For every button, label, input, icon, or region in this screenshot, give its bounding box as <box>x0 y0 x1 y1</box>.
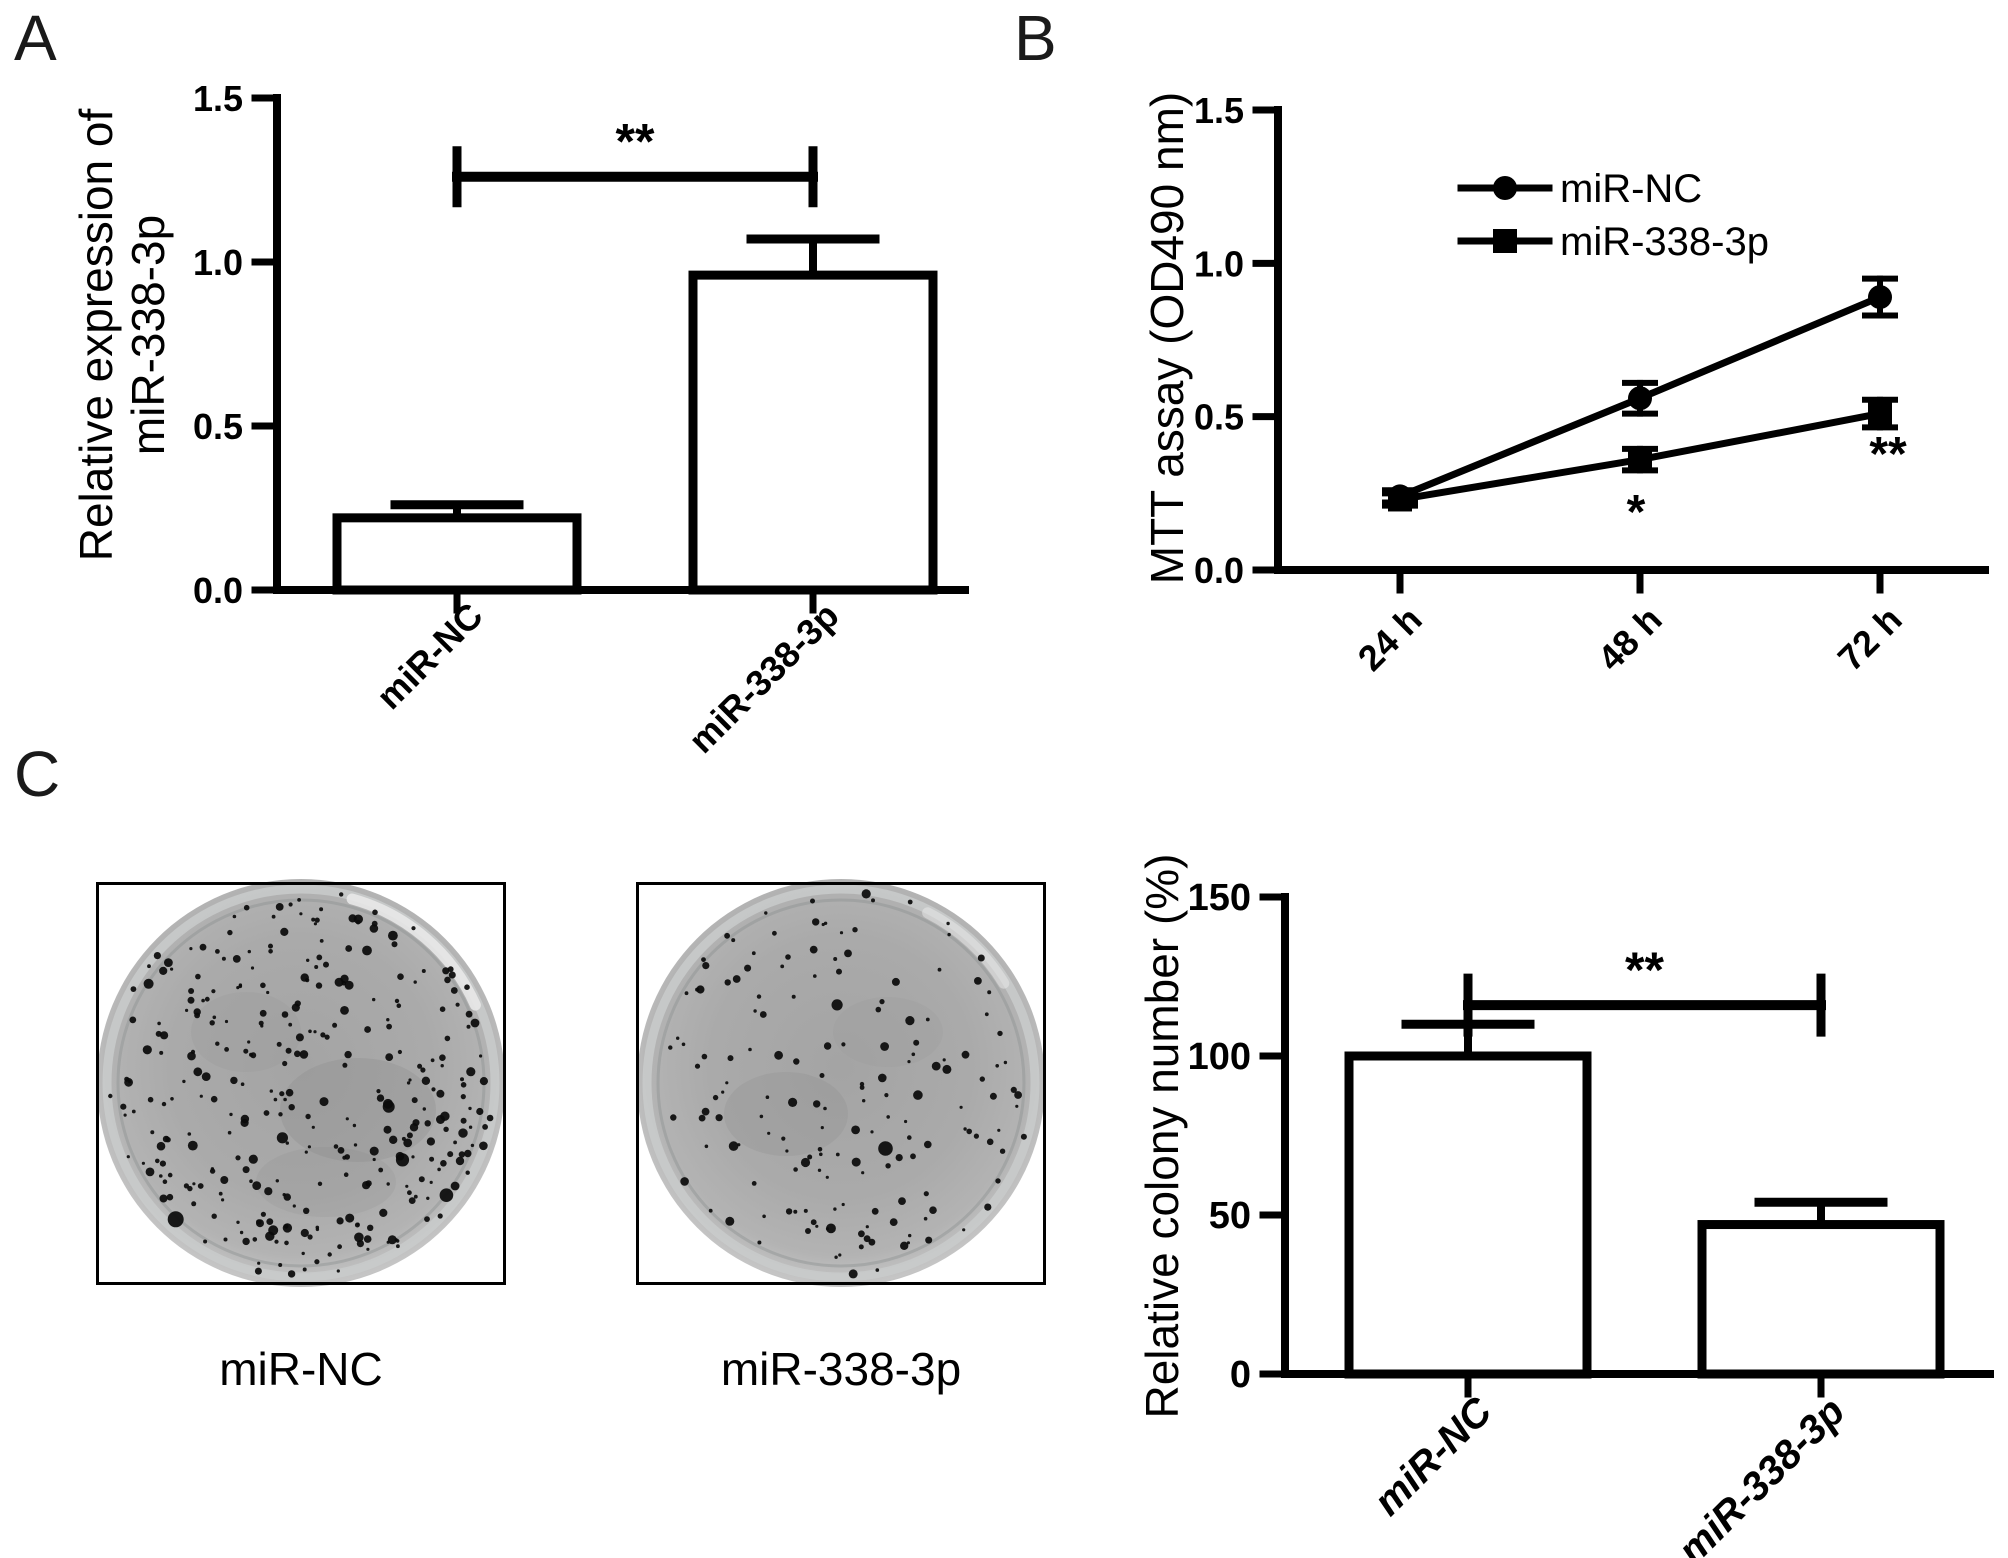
bar-miR-338-3p <box>1697 1220 1945 1379</box>
marker-square <box>1868 401 1892 426</box>
x-category-label: miR-NC <box>1366 1388 1502 1524</box>
dish-shading <box>280 1058 436 1162</box>
petri-dish <box>637 879 1045 1287</box>
y-tick-label: 1.0 <box>193 242 243 283</box>
y-tick-label: 100 <box>1188 1036 1251 1078</box>
dish-highlight <box>922 907 1010 989</box>
panel-a-letter: A <box>14 2 57 74</box>
bar-miR-NC <box>1344 1051 1592 1379</box>
y-tick-label: 0.0 <box>193 570 243 611</box>
dish-rim <box>102 884 500 1282</box>
significance-label: ** <box>1625 942 1664 998</box>
colony-dots <box>108 892 494 1278</box>
y-tick-label: 1.0 <box>1194 243 1244 284</box>
colony-dots <box>668 889 1027 1279</box>
plate-frame <box>636 882 1046 1285</box>
colony-plate-mir-nc <box>96 879 506 1287</box>
y-axis-title: Relative colony number (%) <box>1136 853 1188 1418</box>
y-axis-title: miR-338-3p <box>122 215 174 455</box>
plate-frame <box>96 882 506 1285</box>
y-tick-label: 0 <box>1230 1354 1251 1396</box>
y-tick-label: 50 <box>1209 1195 1251 1237</box>
annotation-1: * <box>1627 486 1646 539</box>
marker-square <box>1388 487 1412 512</box>
y-axis-title: MTT assay (OD490 nm) <box>1141 92 1193 584</box>
y-tick-label: 0.5 <box>193 406 243 447</box>
legend-label-miR-338-3p: miR-338-3p <box>1560 220 1769 264</box>
y-tick-label: 1.5 <box>193 78 243 119</box>
x-category-label: miR-NC <box>368 595 490 717</box>
dish-shading <box>724 1072 848 1156</box>
marker-circle <box>1628 386 1652 411</box>
y-tick-label: 150 <box>1188 877 1251 919</box>
colony-plate-mir-338-3p <box>636 879 1046 1287</box>
significance-label: ** <box>616 114 655 170</box>
marker-circle <box>1868 285 1892 310</box>
bar-miR-338-3p <box>688 270 938 595</box>
panel-c-letter: C <box>14 738 61 810</box>
marker-square <box>1628 447 1652 472</box>
dish-shading <box>191 992 301 1072</box>
annotation-2: ** <box>1869 428 1907 481</box>
marker-square <box>1493 229 1517 253</box>
x-category-label: miR-338-3p <box>680 595 846 761</box>
dish-shading <box>833 997 943 1067</box>
y-tick-label: 0.5 <box>1194 397 1244 438</box>
dish-inner-edge <box>656 898 1026 1268</box>
dish-shading <box>256 1147 396 1217</box>
y-tick-label: 1.5 <box>1194 90 1244 131</box>
marker-circle <box>1493 176 1517 200</box>
x-category-label: miR-338-3p <box>1670 1389 1854 1558</box>
plate-label-mir-338-3p: miR-338-3p <box>720 1343 962 1395</box>
y-axis-title: Relative expression of <box>70 109 122 562</box>
legend-label-miR-NC: miR-NC <box>1560 167 1702 211</box>
dish-rim <box>642 884 1040 1282</box>
bar-miR-NC <box>332 513 582 595</box>
x-category-label: 72 h <box>1830 599 1910 679</box>
x-category-label: 24 h <box>1350 599 1430 679</box>
x-category-label: 48 h <box>1590 599 1670 679</box>
plate-label-mir-nc: miR-NC <box>219 1343 383 1395</box>
panel-b-letter: B <box>1014 2 1057 74</box>
y-tick-label: 0.0 <box>1194 550 1244 591</box>
